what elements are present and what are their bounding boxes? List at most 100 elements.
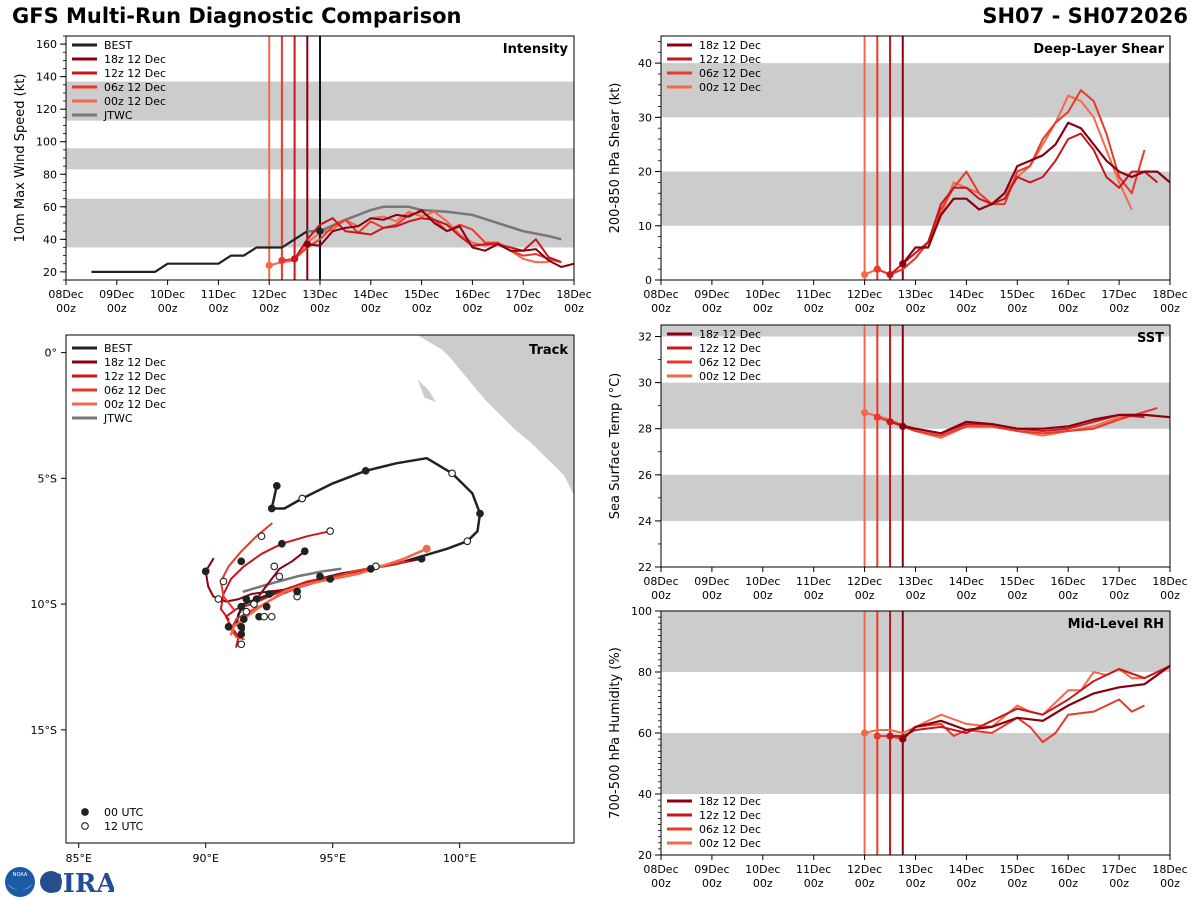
x-tick-label: 10Dec [745,863,780,876]
marker-00utc [201,567,210,576]
chart-shear: 08Dec00z09Dec00z10Dec00z11Dec00z12Dec00z… [608,35,1188,315]
lon-tick-label: 95°E [319,852,345,865]
track-end-dot [422,544,431,553]
storm-id: SH07 - SH072026 [982,4,1188,28]
x-tick-sublabel: 00z [804,589,824,602]
x-tick-label: 08Dec [48,288,83,301]
track-line [229,547,428,636]
init-marker [861,408,869,417]
series-line [890,664,1170,737]
cira-logo-text: CIRA [42,869,114,898]
x-tick-sublabel: 00z [1058,302,1078,315]
marker-00utc [300,547,309,556]
init-marker [886,732,894,740]
x-tick-sublabel: 00z [906,877,926,890]
marker-12utc [267,612,276,621]
marker-legend-label: 00 UTC [104,806,144,819]
x-tick-sublabel: 00z [564,302,584,315]
init-marker [316,227,324,235]
noaa-logo [5,867,35,897]
legend-label: 18z 12 Dec [699,795,761,808]
lat-tick-label: 10°S [31,598,57,611]
x-tick-sublabel: 00z [361,302,381,315]
chart-title: Intensity [503,42,569,57]
chart-intensity: 08Dec00z09Dec00z10Dec00z11Dec00z12Dec00z… [13,35,592,315]
marker-12utc [298,494,307,503]
noaa-logo-text: NOAA [13,872,28,878]
chart-title: Deep-Layer Shear [1033,42,1164,57]
init-marker [303,240,311,248]
legend-label: 00z 12 Dec [104,398,166,411]
marker-00utc [361,466,370,475]
marker-00utc [237,630,246,639]
lon-tick-label: 90°E [192,852,218,865]
track-line [219,530,332,621]
x-tick-label: 10Dec [150,288,185,301]
x-tick-label: 12Dec [847,288,882,301]
legend-label: 00z 12 Dec [699,370,761,383]
y-axis-label: 700-500 hPa Humidity (%) [608,647,623,819]
y-tick-label: 24 [638,515,652,528]
shaded-band [661,474,1170,521]
x-tick-sublabel: 00z [804,877,824,890]
series-line [864,664,1170,734]
land-mass [416,377,438,404]
legend-label: 12z 12 Dec [104,67,166,80]
x-tick-sublabel: 00z [702,589,722,602]
y-tick-label: 140 [36,71,57,84]
x-tick-label: 16Dec [1051,863,1086,876]
x-tick-label: 11Dec [201,288,236,301]
x-tick-sublabel: 00z [651,302,671,315]
x-tick-sublabel: 00z [1109,302,1129,315]
x-tick-sublabel: 00z [855,302,875,315]
y-tick-label: 30 [638,111,652,124]
y-axis-label: Sea Surface Temp (°C) [608,373,623,520]
marker-12utc [448,469,456,478]
legend-label: 12z 12 Dec [699,53,761,66]
legend-label: 12z 12 Dec [104,370,166,383]
y-tick-label: 40 [43,233,57,246]
x-tick-sublabel: 00z [702,877,722,890]
x-tick-label: 18Dec [1152,863,1187,876]
x-tick-label: 08Dec [643,288,678,301]
marker-00utc [262,602,271,611]
legend-label: BEST [104,342,132,355]
y-tick-label: 20 [638,166,652,179]
legend-label: 12z 12 Dec [699,809,761,822]
x-tick-sublabel: 00z [209,302,229,315]
x-tick-sublabel: 00z [1160,877,1180,890]
x-tick-sublabel: 00z [1109,877,1129,890]
x-tick-sublabel: 00z [804,302,824,315]
land-mass [415,335,574,497]
marker-00utc [265,590,274,598]
x-tick-sublabel: 00z [855,877,875,890]
x-tick-label: 09Dec [694,288,729,301]
marker-00utc [272,482,281,490]
y-tick-label: 120 [36,103,57,116]
chart-title: SST [1137,331,1164,346]
x-tick-label: 13Dec [898,863,933,876]
legend-label: 06z 12 Dec [104,384,166,397]
x-tick-label: 16Dec [1051,288,1086,301]
chart-title: Mid-Level RH [1068,617,1164,632]
x-tick-label: 09Dec [99,288,134,301]
shaded-band [661,611,1170,672]
legend-label: 00z 12 Dec [104,95,166,108]
x-tick-sublabel: 00z [1058,877,1078,890]
series-line [91,230,320,273]
x-tick-label: 14Dec [949,288,984,301]
marker-00utc [366,565,375,573]
shaded-band [661,325,1170,337]
x-tick-label: 11Dec [796,288,831,301]
x-tick-label: 10Dec [745,575,780,588]
marker-00utc [417,554,426,563]
y-tick-label: 80 [638,666,652,679]
x-tick-sublabel: 00z [855,589,875,602]
x-tick-label: 12Dec [847,863,882,876]
lat-tick-label: 0° [45,347,58,360]
marker-00utc [237,602,246,611]
x-tick-sublabel: 00z [1007,302,1027,315]
marker-12utc [257,532,266,541]
x-tick-label: 14Dec [949,863,984,876]
